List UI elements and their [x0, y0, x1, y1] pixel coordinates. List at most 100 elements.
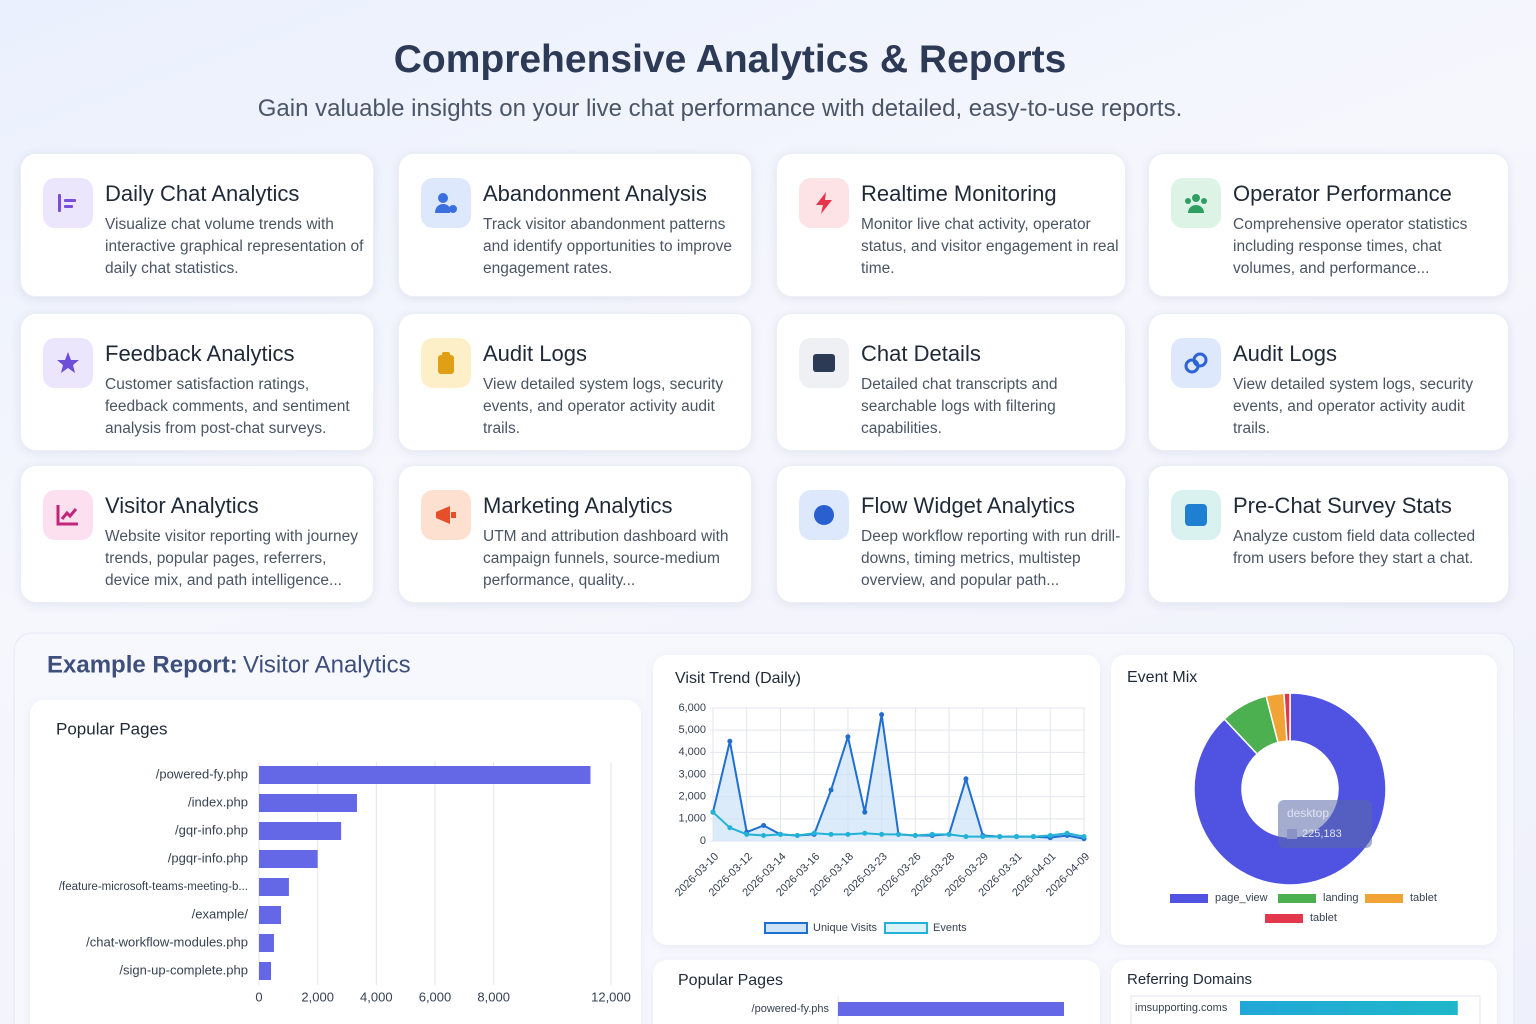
x-tick-label: 6,000 [419, 989, 452, 1004]
legend-label: landing [1323, 892, 1358, 904]
legend-swatch [764, 922, 808, 934]
card-icon [421, 490, 471, 540]
point [710, 809, 716, 815]
legend-label: page_view [1215, 892, 1268, 904]
row-frame [1130, 995, 1481, 1024]
point [1014, 834, 1020, 840]
point [744, 831, 750, 837]
point [761, 822, 767, 828]
card-description: Analyze custom field data collected from… [1233, 528, 1476, 567]
point [946, 831, 952, 837]
y-tick-label: /sign-up-complete.php [119, 962, 248, 977]
page-title: Comprehensive Analytics & Reports [393, 38, 1067, 81]
point [1047, 832, 1053, 838]
point [963, 776, 969, 782]
icon-glyph [816, 192, 832, 214]
card-icon [1171, 338, 1221, 388]
icon-glyph [58, 194, 76, 212]
y-tick-label: /pgqr-info.php [168, 850, 248, 865]
chart-title: Popular Pages [678, 972, 783, 989]
card-title: Chat Details [861, 341, 981, 366]
bar [1240, 1001, 1458, 1015]
tooltip-swatch [1287, 829, 1297, 839]
card-title: Visitor Analytics [105, 493, 259, 518]
point [727, 825, 733, 831]
point [862, 809, 868, 815]
feature-card: Feedback Analytics Customer satisfaction … [20, 313, 374, 451]
legend-label: Events [933, 922, 967, 934]
card-title: Abandonment Analysis [483, 181, 707, 206]
card-title: Operator Performance [1233, 181, 1452, 206]
x-tick-label: 0 [255, 989, 262, 1004]
y-tick-label: imsupporting.coms [1135, 1002, 1228, 1014]
y-tick-label: 0 [700, 835, 706, 847]
feature-card: Realtime Monitoring Monitor live chat act… [776, 153, 1126, 297]
y-tick-label: /example/ [192, 906, 249, 921]
icon-glyph [56, 505, 78, 526]
point [997, 834, 1003, 840]
chart-title: Event Mix [1127, 669, 1197, 686]
point [980, 834, 986, 840]
point [777, 831, 783, 837]
icon-glyph [813, 354, 835, 372]
icon-glyph [1185, 194, 1207, 213]
bar [259, 962, 272, 980]
card-icon [1171, 490, 1221, 540]
card-description: View detailed system logs, security even… [483, 376, 724, 437]
icon-glyph [435, 193, 457, 213]
chart-title: Visit Trend (Daily) [675, 670, 801, 687]
card-description: Deep workflow reporting with run drill-d… [861, 528, 1121, 589]
legend-swatch [1265, 914, 1303, 923]
point [828, 831, 834, 837]
point [1081, 834, 1087, 840]
card-title: Flow Widget Analytics [861, 493, 1075, 518]
feature-card: Abandonment Analysis Track visitor abando… [398, 153, 752, 297]
y-tick-label: /gqr-info.php [175, 822, 248, 837]
y-tick-label: 4,000 [678, 746, 706, 758]
tooltip [1278, 800, 1372, 848]
card-description: Track visitor abandonment patterns and i… [483, 216, 733, 277]
y-tick-label: 5,000 [678, 724, 706, 736]
feature-card: Visitor Analytics Website visitor reporti… [20, 465, 374, 603]
y-tick-label: 6,000 [678, 702, 706, 714]
card-icon [43, 178, 93, 228]
x-tick-label: 8,000 [477, 989, 510, 1004]
legend-swatch [884, 922, 928, 934]
y-tick-label: /powered-fy.phs [752, 1003, 830, 1015]
report-title: Visitor Analytics [243, 651, 411, 678]
y-tick-label: /index.php [188, 794, 248, 809]
point [1030, 834, 1036, 840]
card-title: Feedback Analytics [105, 341, 295, 366]
card-icon [421, 338, 471, 388]
card-description: Website visitor reporting with journey t… [105, 528, 358, 589]
point [912, 832, 918, 838]
point [896, 831, 901, 837]
bar [259, 934, 274, 952]
chart-title: Popular Pages [56, 719, 168, 738]
point [1064, 830, 1070, 836]
card-icon [43, 338, 93, 388]
y-tick-label: /feature-microsoft-teams-meeting-b... [59, 881, 248, 893]
card-icon [1171, 178, 1221, 228]
point [727, 738, 733, 744]
legend-swatch [1365, 894, 1403, 903]
bar [259, 794, 357, 812]
point [963, 834, 969, 840]
point [811, 830, 817, 836]
feature-card: Operator Performance Comprehensive operat… [1148, 153, 1509, 297]
card-description: Visualize chat volume trends with intera… [105, 216, 364, 277]
x-tick-label: 4,000 [360, 989, 393, 1004]
card-description: Monitor live chat activity, operator sta… [861, 216, 1119, 277]
legend-swatch [1278, 894, 1316, 903]
feature-card: Daily Chat Analytics Visualize chat volum… [20, 153, 374, 297]
card-title: Marketing Analytics [483, 493, 673, 518]
card-title: Daily Chat Analytics [105, 181, 300, 206]
card-description: View detailed system logs, security even… [1233, 376, 1474, 437]
chart-title: Referring Domains [1127, 971, 1252, 988]
point [845, 734, 851, 740]
feature-card: Audit Logs View detailed system logs, sec… [1148, 313, 1509, 451]
legend-label: tablet [1410, 892, 1437, 904]
card-icon [799, 338, 849, 388]
